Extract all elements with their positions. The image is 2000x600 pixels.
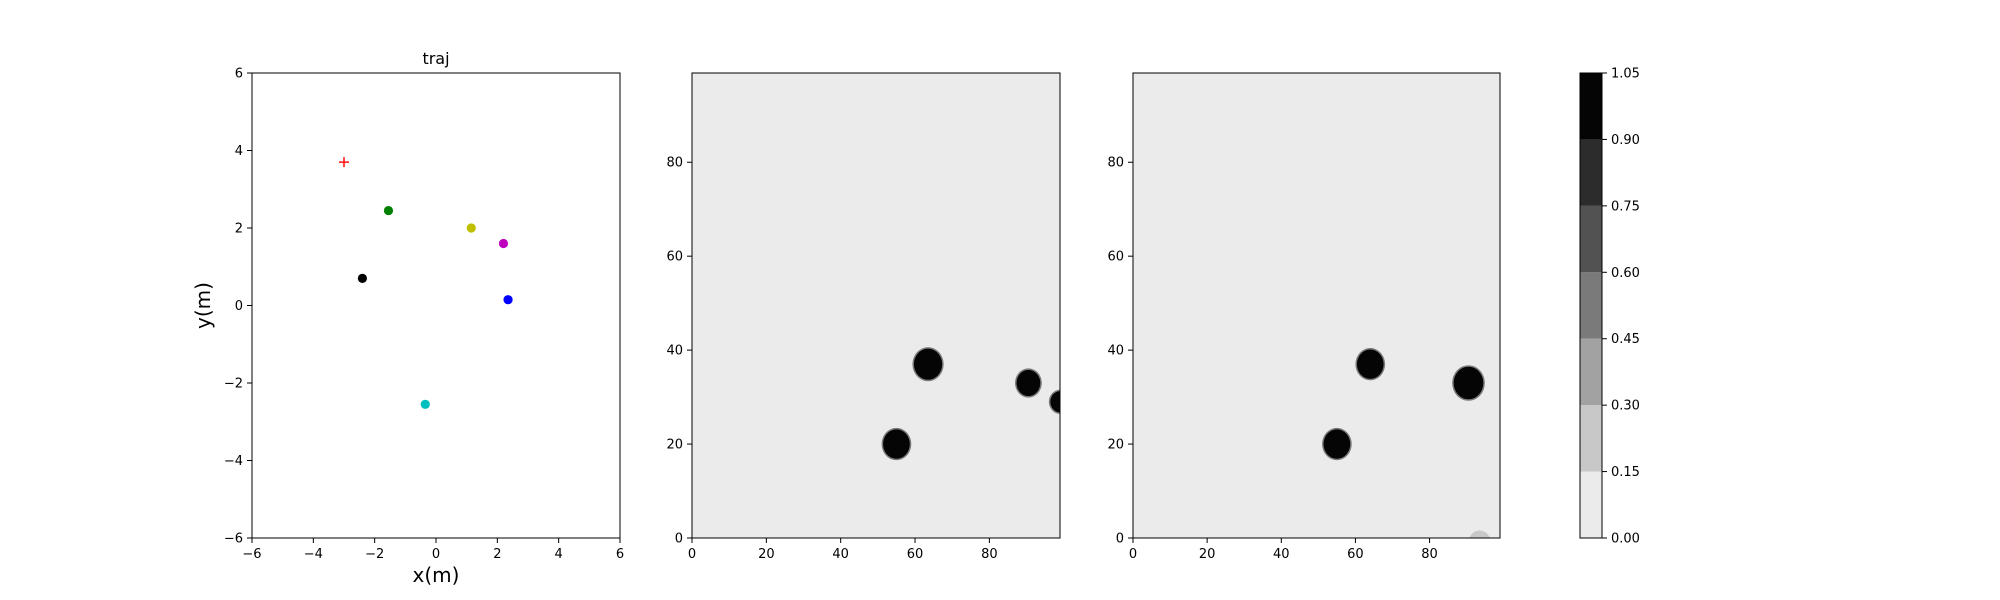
plot-area xyxy=(252,73,620,538)
y-tick-label: 20 xyxy=(1107,438,1124,453)
y-tick-label: 0 xyxy=(675,532,683,547)
occupancy-blob-2 xyxy=(1453,366,1484,400)
occupancy-panel-2: 0 20 40 60 80 0 20 40 60 80 xyxy=(1107,72,1501,562)
colorbar-tick-label: 0.15 xyxy=(1611,465,1640,480)
colorbar-band-4 xyxy=(1580,205,1602,273)
occupancy-blob-3 xyxy=(1469,530,1490,538)
x-axis-label: x(m) xyxy=(413,563,460,587)
y-tick-label: −6 xyxy=(224,532,243,547)
start-marker-plus xyxy=(339,157,349,168)
x-tick-label: 2 xyxy=(493,547,501,562)
y-tick-label: 2 xyxy=(235,222,243,237)
occupancy-blob-0 xyxy=(883,429,910,459)
colorbar-tick-label: 0.75 xyxy=(1611,199,1640,214)
y-tick-label: 60 xyxy=(1107,250,1124,265)
x-tick-label: 80 xyxy=(1421,547,1438,562)
agent-point-2 xyxy=(466,223,476,233)
y-tick-label: 0 xyxy=(1116,532,1124,547)
y-tick-label: 0 xyxy=(235,299,243,314)
agent-point-4 xyxy=(357,273,367,283)
colorbar: 0.00 0.15 0.30 0.45 0.60 0.75 0.90 1.05 xyxy=(1579,67,1640,547)
y-tick-label: 6 xyxy=(235,67,243,82)
heatmap-background xyxy=(1133,73,1500,538)
occupancy-blob-1 xyxy=(1356,349,1384,379)
colorbar-tick-label: 0.90 xyxy=(1611,133,1640,148)
traj-panel: −6 −4 −2 0 2 4 6 −6 −4 −2 0 2 4 6 traj x(m) y(m) xyxy=(191,49,624,587)
axes-frame xyxy=(691,72,1061,539)
x-tick-label: 0 xyxy=(1129,547,1137,562)
x-tick-label: 60 xyxy=(1347,547,1364,562)
colorbar-frame xyxy=(1579,72,1603,539)
colorbar-tick-label: 0.45 xyxy=(1611,332,1640,347)
heatmap-background xyxy=(692,73,1060,538)
y-tick-label: 40 xyxy=(666,344,683,359)
x-tick-label: −6 xyxy=(242,547,261,562)
y-tick-label: 4 xyxy=(235,144,243,159)
colorbar-band-1 xyxy=(1580,405,1602,472)
colorbar-band-3 xyxy=(1580,272,1602,339)
axes-frame xyxy=(1132,72,1501,539)
occupancy-blob-0 xyxy=(1323,429,1351,459)
agent-point-1 xyxy=(383,205,394,216)
x-tick-label: 40 xyxy=(832,547,849,562)
x-tick-label: 6 xyxy=(616,547,624,562)
colorbar-band-2 xyxy=(1580,338,1602,406)
heatmap-blobs xyxy=(881,347,1060,461)
occupancy-panel-1: 0 20 40 60 80 0 20 40 60 80 xyxy=(666,72,1061,562)
colorbar-tick-label: 0.30 xyxy=(1611,399,1640,414)
y-tick-label: 20 xyxy=(666,438,683,453)
heatmap-blobs xyxy=(1322,348,1490,538)
x-tick-label: −4 xyxy=(304,547,323,562)
agent-point-3 xyxy=(498,238,509,249)
x-tick-label: 0 xyxy=(688,547,696,562)
x-tick-label: 4 xyxy=(555,547,563,562)
y-tick-label: −2 xyxy=(224,377,243,392)
x-tick-label: 20 xyxy=(758,547,775,562)
x-tick-label: 40 xyxy=(1273,547,1290,562)
y-tick-label: 80 xyxy=(666,156,683,171)
x-tick-label: 20 xyxy=(1199,547,1216,562)
agent-point-6 xyxy=(420,399,430,409)
agent-point-5 xyxy=(503,295,513,305)
occupancy-blob-2 xyxy=(1016,369,1041,397)
x-tick-label: 0 xyxy=(432,547,440,562)
x-tick-label: 60 xyxy=(907,547,924,562)
x-tick-label: 80 xyxy=(981,547,998,562)
colorbar-tick-label: 1.05 xyxy=(1611,67,1640,82)
y-tick-label: 60 xyxy=(666,250,683,265)
colorbar-band-5 xyxy=(1580,139,1602,206)
colorbar-tick-label: 0.60 xyxy=(1611,266,1640,281)
chart-title: traj xyxy=(422,49,449,68)
occupancy-blob-1 xyxy=(913,348,943,380)
x-tick-label: −2 xyxy=(365,547,384,562)
y-axis-label: y(m) xyxy=(191,282,215,329)
y-tick-label: −4 xyxy=(224,454,243,469)
colorbar-band-6 xyxy=(1580,73,1602,140)
colorbar-band-0 xyxy=(1580,471,1602,538)
y-tick-label: 80 xyxy=(1107,156,1124,171)
y-tick-label: 40 xyxy=(1107,344,1124,359)
colorbar-tick-label: 0.00 xyxy=(1611,532,1640,547)
occupancy-blob-3 xyxy=(1050,391,1060,413)
